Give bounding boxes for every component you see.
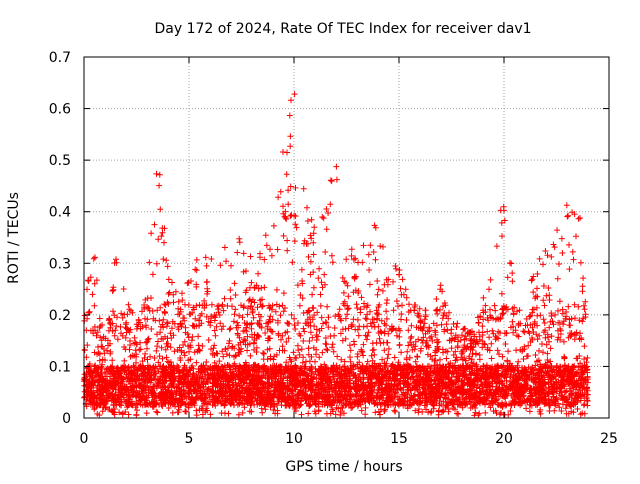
plot-frame xyxy=(83,56,610,419)
y-tick-label: 0.7 xyxy=(49,50,71,66)
x-tick-label: 0 xyxy=(80,431,89,447)
grid-lines xyxy=(84,57,609,418)
x-tick-label: 20 xyxy=(495,431,513,447)
x-tick-label: 25 xyxy=(600,431,618,447)
data-points xyxy=(81,91,591,419)
y-tick-label: 0.6 xyxy=(49,102,71,118)
y-tick-label: 0 xyxy=(62,411,71,427)
y-axis-label: ROTI / TECUs xyxy=(6,192,22,284)
series-markers xyxy=(81,91,591,419)
x-tick-label: 10 xyxy=(285,431,303,447)
y-tick-label: 0.1 xyxy=(49,359,71,375)
y-tick-label: 0.5 xyxy=(49,153,71,169)
y-tick-label: 0.4 xyxy=(49,205,71,221)
chart-title: Day 172 of 2024, Rate Of TEC Index for r… xyxy=(154,21,531,37)
axes xyxy=(83,56,610,419)
x-tick-labels: 0 5 10 15 20 25 xyxy=(80,431,618,447)
x-tick-label: 5 xyxy=(185,431,194,447)
y-tick-labels: 0 0.1 0.2 0.3 0.4 0.5 0.6 0.7 xyxy=(49,50,71,427)
x-tick-label: 15 xyxy=(390,431,408,447)
y-tick-label: 0.2 xyxy=(49,308,71,324)
x-axis-label: GPS time / hours xyxy=(285,459,402,475)
y-tick-label: 0.3 xyxy=(49,256,71,272)
